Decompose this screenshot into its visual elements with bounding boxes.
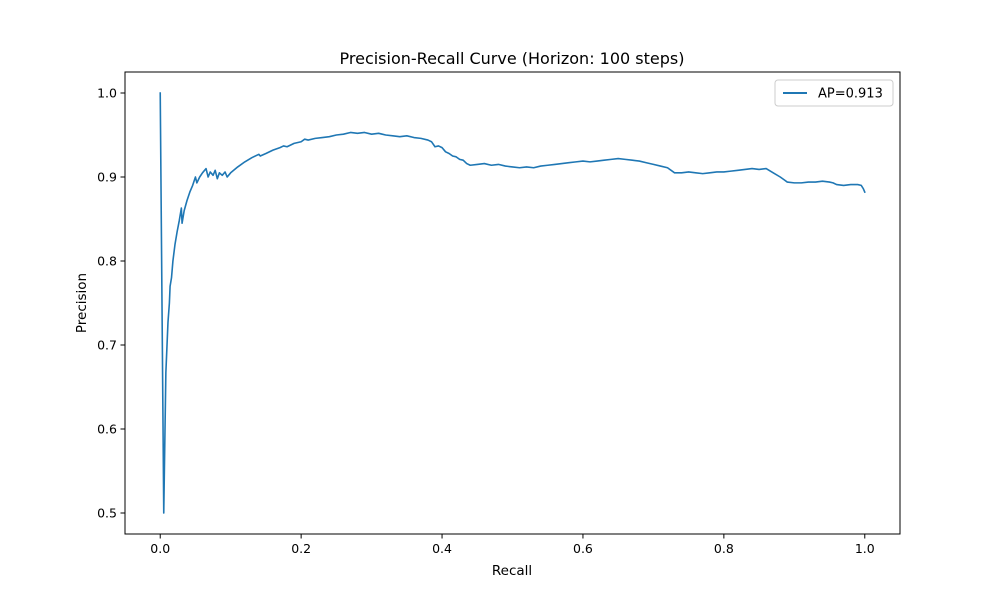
y-tick-label: 0.5 xyxy=(97,506,117,521)
y-axis-label: Precision xyxy=(74,273,90,333)
x-axis: 0.0 0.2 0.4 0.6 0.8 1.0 xyxy=(150,534,875,556)
series-layer xyxy=(159,92,866,514)
x-tick-label: 0.4 xyxy=(432,541,452,556)
y-tick-label: 0.7 xyxy=(97,338,117,353)
x-tick-label: 0.8 xyxy=(714,541,734,556)
chart-title: Precision-Recall Curve (Horizon: 100 ste… xyxy=(340,49,685,68)
y-tick-label: 0.8 xyxy=(97,254,117,269)
x-tick-label: 0.6 xyxy=(573,541,593,556)
axes-frame xyxy=(124,71,901,535)
legend-entry-label: AP=0.913 xyxy=(818,87,883,102)
y-tick-label: 0.9 xyxy=(97,170,117,185)
y-tick-label: 0.6 xyxy=(97,422,117,437)
legend-box xyxy=(774,79,894,107)
series-line-ap xyxy=(159,92,866,514)
y-tick-label: 1.0 xyxy=(97,86,117,101)
y-axis: 0.5 0.6 0.7 0.8 0.9 1.0 xyxy=(97,86,125,521)
x-axis-label: Recall xyxy=(492,563,532,579)
x-tick-label: 0.0 xyxy=(150,541,170,556)
plot-area: 0.0 0.2 0.4 0.6 0.8 1.0 0.5 0.6 0.7 0.8 0.9 1.0 xyxy=(97,71,901,556)
legend: AP=0.913 xyxy=(774,79,894,107)
x-tick-label: 0.2 xyxy=(291,541,311,556)
x-tick-label: 1.0 xyxy=(855,541,875,556)
